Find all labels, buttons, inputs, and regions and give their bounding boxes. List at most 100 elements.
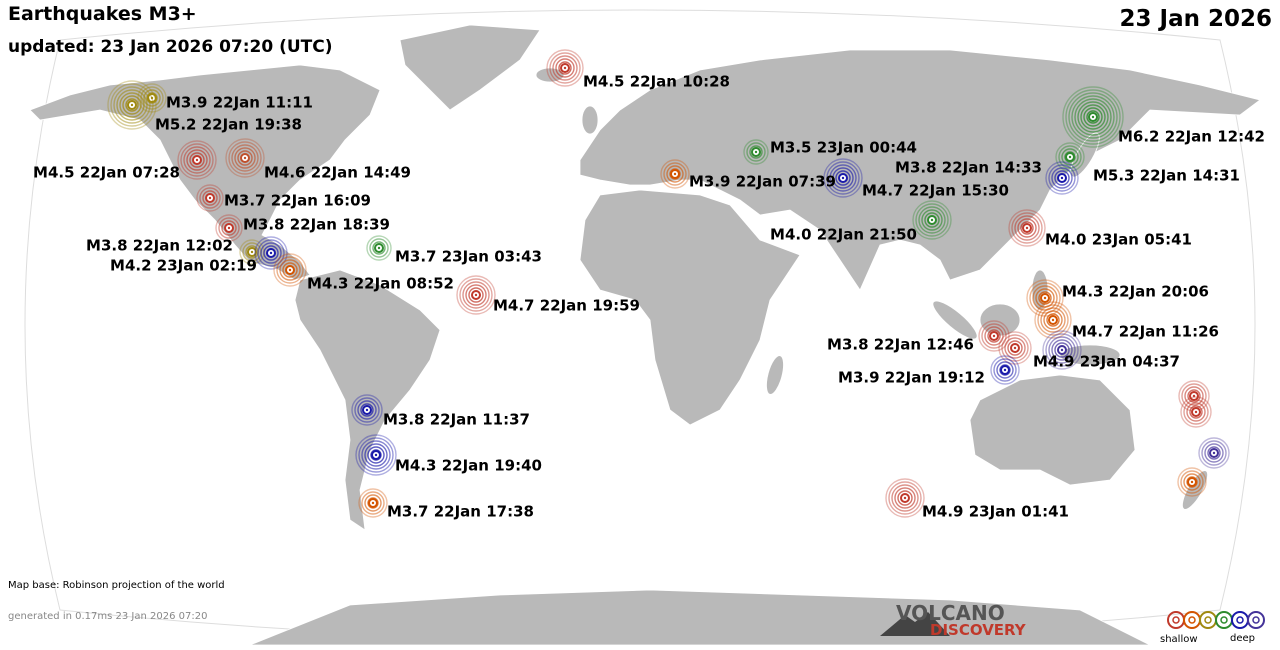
quake-marker — [1042, 330, 1082, 370]
legend-shallow: shallow — [1160, 634, 1198, 645]
quake-ring — [1068, 92, 1118, 142]
quake-dot — [195, 158, 199, 162]
quake-ring — [660, 159, 690, 189]
quake-ring — [245, 245, 259, 259]
quake-dot — [930, 218, 934, 222]
quake-ring — [225, 138, 265, 178]
quake-label: M3.8 22Jan 11:37 — [383, 411, 530, 429]
quake-dot — [474, 293, 478, 297]
quake-ring — [364, 494, 382, 512]
quake-ring — [1011, 212, 1043, 244]
quake-marker — [1034, 301, 1072, 339]
quake-ring — [1061, 148, 1079, 166]
quake-marker — [912, 200, 952, 240]
quake-ring — [221, 220, 237, 236]
quake-ring — [823, 158, 863, 198]
quake-marker — [1180, 396, 1212, 428]
quake-ring — [1204, 443, 1224, 463]
logo: VOLCANO DISCOVERY — [880, 601, 1027, 639]
quake-ring — [835, 170, 851, 186]
quake-ring — [263, 245, 279, 261]
quake-ring — [666, 165, 684, 183]
quake-ring — [915, 203, 949, 237]
quake-ring — [924, 212, 940, 228]
quake-ring — [358, 437, 394, 473]
quake-ring — [1077, 101, 1109, 133]
legend-center — [1236, 616, 1244, 624]
quake-marker — [225, 138, 265, 178]
quake-ring — [981, 323, 1007, 349]
quake-ring — [107, 80, 157, 130]
quake-ring — [1051, 339, 1073, 361]
quake-ring — [829, 164, 857, 192]
quake-label: M4.0 22Jan 21:50 — [770, 226, 917, 244]
quake-label: M3.7 22Jan 17:38 — [387, 503, 534, 521]
quake-ring — [180, 143, 214, 177]
quake-dot — [1013, 346, 1017, 350]
quake-ring — [888, 481, 922, 515]
quake-ring — [273, 253, 307, 287]
quake-ring — [990, 355, 1020, 385]
quake-label: M3.5 23Jan 00:44 — [770, 139, 917, 157]
quake-marker — [743, 139, 769, 165]
quake-ring — [260, 242, 282, 264]
sumatra — [932, 300, 978, 340]
quake-ring — [1198, 437, 1230, 469]
quake-ring — [1007, 340, 1023, 356]
quake-ring — [1062, 86, 1124, 148]
quake-dot — [208, 196, 212, 200]
quake-ring — [196, 184, 224, 212]
quake-ring — [1038, 291, 1052, 305]
generated: generated in 0.17ms 23 Jan 2026 07:20 — [8, 611, 207, 622]
quake-dot — [673, 172, 677, 176]
date: 23 Jan 2026 — [1120, 6, 1273, 32]
quake-marker — [998, 331, 1032, 365]
quake-dot — [903, 496, 907, 500]
quake-ring — [360, 403, 374, 417]
legend-center — [1204, 616, 1212, 624]
quake-dot — [1060, 176, 1064, 180]
quake-ring — [1184, 386, 1204, 406]
quake-ring — [1065, 89, 1121, 145]
quake-label: M3.9 22Jan 11:11 — [166, 94, 313, 112]
quake-ring — [998, 331, 1032, 365]
quake-marker — [355, 434, 397, 476]
quake-ring — [1054, 342, 1070, 358]
quake-ring — [234, 147, 256, 169]
quake-ring — [746, 142, 766, 162]
uk — [581, 105, 599, 135]
quake-marker — [215, 214, 243, 242]
quake-label: M3.9 22Jan 07:39 — [689, 173, 836, 191]
quake-dot — [371, 501, 375, 505]
quake-ring — [918, 206, 946, 234]
continents — [29, 24, 1261, 646]
quake-ring — [354, 397, 380, 423]
quake-ring — [987, 329, 1001, 343]
quake-label: M3.8 22Jan 14:33 — [895, 159, 1042, 177]
quake-dot — [1091, 115, 1095, 119]
quake-ring — [199, 187, 221, 209]
quake-ring — [366, 235, 392, 261]
africa — [579, 189, 801, 426]
quake-label: M4.7 22Jan 15:30 — [862, 182, 1009, 200]
quake-ring — [202, 190, 218, 206]
quake-ring — [1201, 440, 1227, 466]
quake-ring — [1183, 473, 1201, 491]
quake-ring — [897, 490, 913, 506]
quake-label: M3.8 22Jan 18:39 — [243, 216, 390, 234]
quake-label: M4.7 22Jan 11:26 — [1072, 323, 1219, 341]
quakes: M4.5 22Jan 10:28 M3.9 22Jan 11:11 M5.2 22J… — [33, 49, 1265, 521]
quake-marker — [273, 253, 307, 287]
quake-ring — [369, 238, 389, 258]
quake-ring — [1008, 209, 1046, 247]
quake-ring — [663, 162, 687, 186]
quake-marker — [196, 184, 224, 212]
quake-ring — [456, 275, 496, 315]
quake-ring — [832, 167, 854, 189]
quake-label: M4.9 23Jan 04:37 — [1033, 353, 1180, 371]
quake-ring — [257, 239, 285, 267]
quake-ring — [231, 144, 259, 172]
quake-ring — [1187, 389, 1201, 403]
quake-label: M4.3 22Jan 20:06 — [1062, 283, 1209, 301]
